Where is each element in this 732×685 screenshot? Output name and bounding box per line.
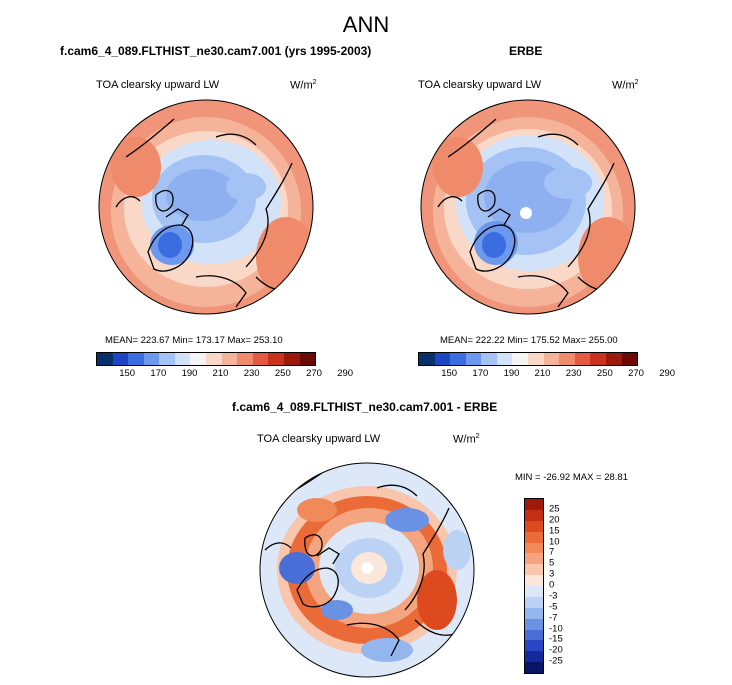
colorbar-tick: 170 <box>472 368 489 379</box>
colorbar-swatch <box>299 353 316 365</box>
colorbar-obs <box>418 352 638 366</box>
colorbar-tick: 25 <box>549 503 560 515</box>
colorbar-swatch <box>525 499 543 510</box>
colorbar-swatch <box>190 353 207 365</box>
variable-label-model: TOA clearsky upward LW <box>96 79 220 91</box>
colorbar-tick: 150 <box>441 368 458 379</box>
colorbar-tick: 250 <box>596 368 613 379</box>
colorbar-swatch <box>525 553 543 565</box>
colorbar-tick: -15 <box>549 633 563 645</box>
polar-map-model <box>98 99 314 315</box>
colorbar-swatch <box>559 353 575 365</box>
main-title: ANN <box>342 12 390 37</box>
colorbar-tick: 230 <box>565 368 582 379</box>
colorbar-swatch <box>543 353 560 365</box>
stats-model: MEAN= 223.67 Min= 173.17 Max= 253.10 <box>105 335 283 346</box>
colorbar-swatch <box>525 509 543 521</box>
colorbar-tick: 270 <box>628 368 644 379</box>
colorbar-tick: -5 <box>549 601 558 613</box>
colorbar-swatch <box>512 353 529 365</box>
colorbar-tick: -7 <box>549 612 558 624</box>
colorbar-tick: -3 <box>549 590 558 602</box>
colorbar-tick: 5 <box>549 557 555 569</box>
colorbar-swatch <box>419 353 435 365</box>
colorbar-tick: -10 <box>549 623 563 634</box>
colorbar-tick: 230 <box>243 368 260 379</box>
polar-map-obs <box>420 99 636 315</box>
colorbar-tick: 190 <box>181 368 198 379</box>
colorbar-ticks-model: 150 170 190 210 230 250 270 290 <box>96 368 353 380</box>
colorbar-swatch <box>621 353 638 365</box>
variable-label-obs: TOA clearsky upward LW <box>418 79 542 91</box>
colorbar-ticks-diff: 25 20 15 10 7 5 3 0 -3 -5 -7 -10 -15 -20… <box>549 498 579 672</box>
colorbar-swatch <box>221 353 238 365</box>
colorbar-swatch <box>128 353 144 365</box>
colorbar-swatch <box>283 353 300 365</box>
colorbar-diff <box>524 498 544 674</box>
colorbar-swatch <box>525 651 543 663</box>
colorbar-tick: -25 <box>549 655 563 667</box>
colorbar-swatch <box>252 353 269 365</box>
stats-obs: MEAN= 222.22 Min= 175.52 Max= 255.00 <box>440 335 618 346</box>
colorbar-swatch <box>159 353 175 365</box>
variable-label-diff: TOA clearsky upward LW <box>257 433 381 445</box>
colorbar-swatch <box>590 353 606 365</box>
colorbar-swatch <box>525 575 543 586</box>
colorbar-tick: 0 <box>549 579 555 591</box>
colorbar-swatch <box>525 640 543 652</box>
colorbar-swatch <box>525 596 543 608</box>
colorbar-swatch <box>525 564 543 576</box>
colorbar-tick: 290 <box>659 368 676 379</box>
colorbar-swatch <box>206 353 222 365</box>
polar-map-diff <box>259 462 475 678</box>
colorbar-swatch <box>434 353 451 365</box>
colorbar-swatch <box>525 531 543 543</box>
polar-hole <box>361 562 373 574</box>
colorbar-tick: 150 <box>119 368 136 379</box>
colorbar-tick: 7 <box>549 546 555 558</box>
colorbar-swatch <box>237 353 253 365</box>
colorbar-tick: 10 <box>549 536 560 547</box>
colorbar-tick: 3 <box>549 568 555 580</box>
colorbar-swatch <box>525 629 543 641</box>
colorbar-model <box>96 352 316 366</box>
colorbar-swatch <box>605 353 622 365</box>
colorbar-swatch <box>496 353 513 365</box>
units-label-obs: W/m2 <box>612 79 639 92</box>
colorbar-tick: 15 <box>549 525 560 537</box>
colorbar-swatch <box>112 353 129 365</box>
colorbar-swatch <box>481 353 497 365</box>
colorbar-tick: 20 <box>549 514 560 526</box>
colorbar-swatch <box>528 353 544 365</box>
colorbar-swatch <box>525 586 543 597</box>
polar-hole <box>520 207 532 219</box>
colorbar-swatch <box>268 353 284 365</box>
colorbar-tick: 270 <box>306 368 322 379</box>
colorbar-swatch <box>525 618 543 630</box>
stats-diff: MIN = -26.92 MAX = 28.81 <box>515 472 629 483</box>
units-label-model: W/m2 <box>290 79 317 92</box>
colorbar-swatch <box>574 353 591 365</box>
colorbar-swatch <box>525 542 543 554</box>
colorbar-swatch <box>450 353 466 365</box>
colorbar-swatch <box>525 607 543 619</box>
colorbar-swatch <box>525 662 543 673</box>
colorbar-tick: 210 <box>534 368 551 379</box>
panel-title-diff: f.cam6_4_089.FLTHIST_ne30.cam7.001 - ERB… <box>232 400 498 414</box>
colorbar-tick: 190 <box>503 368 520 379</box>
colorbar-tick: 250 <box>274 368 291 379</box>
colorbar-swatch <box>174 353 191 365</box>
panel-title-obs: ERBE <box>509 44 543 58</box>
colorbar-tick: 290 <box>337 368 354 379</box>
colorbar-tick: 170 <box>150 368 167 379</box>
colorbar-swatch <box>143 353 160 365</box>
colorbar-swatch <box>97 353 113 365</box>
colorbar-tick: -20 <box>549 644 563 656</box>
colorbar-tick: 210 <box>212 368 229 379</box>
colorbar-swatch <box>465 353 482 365</box>
colorbar-ticks-obs: 150 170 190 210 230 250 270 290 <box>418 368 675 380</box>
colorbar-swatch <box>525 520 543 532</box>
panel-title-model: f.cam6_4_089.FLTHIST_ne30.cam7.001 (yrs … <box>60 44 372 58</box>
units-label-diff: W/m2 <box>453 433 480 446</box>
